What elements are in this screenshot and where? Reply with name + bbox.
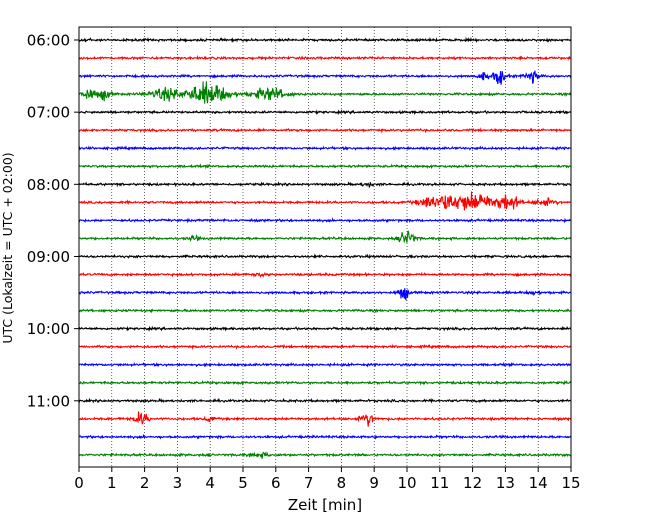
seismic-trace-0845 (78, 230, 572, 244)
x-axis-label: Zeit [min] (288, 496, 362, 514)
seismic-trace-0900 (78, 253, 572, 260)
x-tick-label: 1 (107, 474, 117, 492)
seismic-trace-1045 (78, 379, 572, 386)
y-tick-label: 10:00 (27, 320, 70, 338)
seismic-trace-0815 (78, 191, 572, 211)
seismic-trace-0715 (78, 127, 572, 134)
y-axis: 06:00 07:00 08:00 09:00 10:00 11:00 (27, 32, 79, 410)
x-tick-label: 8 (337, 474, 347, 492)
seismic-trace-0945 (78, 307, 572, 314)
y-tick-label: 07:00 (27, 104, 70, 122)
seismic-trace-0930 (78, 288, 572, 301)
x-tick-label: 10 (397, 474, 416, 492)
x-tick-label: 9 (369, 474, 379, 492)
seismic-trace-1030 (78, 361, 572, 368)
grid (111, 27, 539, 467)
x-tick-label: 7 (304, 474, 314, 492)
seismic-trace-1000 (78, 325, 572, 332)
seismic-trace-0830 (78, 217, 572, 224)
y-tick-label: 06:00 (27, 32, 70, 50)
seismic-trace-0645 (78, 81, 572, 104)
x-tick-label: 12 (463, 474, 482, 492)
seismic-trace-1115 (78, 411, 572, 427)
seismic-trace-0600 (78, 36, 572, 44)
seismic-trace-1100 (78, 397, 572, 404)
seismic-trace-0730 (78, 145, 572, 152)
seismic-trace-0915 (78, 271, 572, 278)
seismic-trace-0800 (78, 181, 572, 189)
x-tick-label: 6 (271, 474, 281, 492)
x-tick-label: 11 (430, 474, 449, 492)
y-tick-label: 09:00 (27, 248, 70, 266)
x-tick-label: 13 (496, 474, 515, 492)
x-tick-label: 14 (529, 474, 548, 492)
y-tick-label: 11:00 (27, 392, 70, 410)
seismic-trace-0700 (78, 109, 572, 116)
x-axis: 0 1 2 3 4 5 6 7 8 9 10 11 12 13 14 15 (74, 467, 581, 492)
y-tick-label: 08:00 (27, 176, 70, 194)
seismic-trace-1130 (78, 433, 572, 440)
x-tick-label: 3 (173, 474, 183, 492)
y-axis-label: UTC (Lokalzeit = UTC + 02:00) (0, 152, 15, 343)
seismic-trace-0630 (78, 70, 572, 85)
x-tick-label: 4 (205, 474, 215, 492)
traces (78, 36, 572, 459)
x-tick-label: 0 (74, 474, 84, 492)
x-tick-label: 5 (238, 474, 248, 492)
seismic-trace-1145 (78, 451, 572, 459)
x-tick-label: 15 (561, 474, 580, 492)
plot-frame (78, 26, 572, 468)
seismic-trace-1015 (78, 343, 572, 351)
seismic-trace-0615 (78, 54, 572, 62)
seismic-trace-0745 (78, 163, 572, 170)
x-tick-label: 2 (140, 474, 150, 492)
